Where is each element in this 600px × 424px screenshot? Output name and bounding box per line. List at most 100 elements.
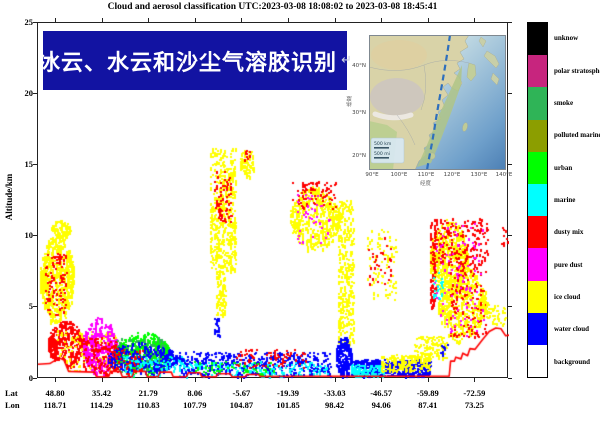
legend-swatch-dusty_mix [528, 216, 547, 249]
korea-peninsula [466, 62, 477, 82]
x-tick-mark [381, 378, 383, 382]
y-tick-label: 20 [24, 88, 34, 99]
japan-islands [478, 36, 500, 86]
map-y-axis-title: 纬度 [347, 96, 353, 107]
lon-value: 73.25 [464, 400, 484, 410]
himalaya-ridge [372, 111, 414, 121]
tibetan-plateau [370, 78, 424, 116]
china-map-inset: 500 km 500 mi [369, 35, 506, 170]
lon-value: 104.87 [229, 400, 254, 410]
legend-swatch-polluted_marine [528, 119, 547, 152]
y-tick-label: 15 [24, 159, 34, 170]
y-tick-mark [33, 93, 37, 95]
lat-value: -33.03 [323, 388, 346, 398]
y-tick-mark [33, 164, 37, 166]
x-tick-mark-top [55, 18, 56, 22]
map-x-tick: 120°E [443, 172, 461, 178]
map-x-tick: 100°E [390, 172, 408, 178]
y-tick-mark-right [508, 93, 512, 95]
lat-value: 21.79 [138, 388, 158, 398]
southeast-lowlands [417, 65, 462, 167]
legend-label-unknow: unknow [554, 34, 579, 43]
x-tick-mark-top [288, 18, 289, 22]
x-tick-mark-top [101, 18, 103, 22]
x-tick-mark [241, 378, 243, 382]
y-tick-label: 0 [28, 372, 33, 383]
country-borders [369, 60, 470, 146]
lat-value: -59.89 [416, 388, 439, 398]
satellite-track [425, 35, 452, 170]
northwest-desert [371, 40, 427, 70]
map-x-tick: 90°E [365, 172, 379, 178]
legend-label-polluted_marine: polluted marine [554, 131, 600, 140]
y-axis-title: Altitude/km [4, 173, 14, 221]
y-tick-mark-right [508, 377, 512, 379]
map-frame [369, 35, 506, 170]
map-x-tick: 130°E [470, 172, 488, 178]
lon-value: 101.85 [276, 400, 300, 410]
y-tick-label: 5 [28, 301, 33, 312]
lat-value: 35.42 [92, 388, 112, 398]
lon-value: 94.06 [371, 400, 391, 410]
return-mark-icon: ↵ [341, 53, 352, 68]
y-tick-label: 25 [24, 17, 34, 27]
svg-text:500 km: 500 km [374, 141, 392, 147]
x-tick-mark-top [474, 18, 476, 22]
lat-value: -72.59 [463, 388, 486, 398]
x-tick-mark [55, 378, 56, 382]
x-tick-mark-top [381, 18, 383, 22]
taiwan-island [462, 122, 468, 132]
svg-text:500 mi: 500 mi [374, 151, 390, 157]
x-tick-mark [288, 378, 289, 382]
y-tick-mark [33, 306, 37, 308]
y-tick-mark-right [508, 235, 512, 237]
lon-value: 118.71 [43, 400, 67, 410]
lon-value: 110.83 [136, 400, 160, 410]
page-title: Cloud and aerosol classification UTC:202… [107, 2, 438, 12]
legend-label-urban: urban [554, 163, 573, 172]
x-tick-mark [101, 378, 103, 382]
legend-label-water_cloud: water cloud [554, 325, 590, 334]
legend-swatch-pure_dust [528, 248, 547, 281]
lon-value: 98.42 [325, 400, 345, 410]
legend-swatch-ice_cloud [528, 280, 547, 313]
legend-label-ice_cloud: ice cloud [554, 293, 581, 302]
y-tick-label: 10 [24, 230, 34, 241]
legend-swatch-marine [528, 183, 547, 217]
x-tick-mark [427, 378, 429, 382]
x-tick-mark-top [194, 18, 196, 22]
lat-value: -5.67 [232, 388, 251, 398]
legend-swatch-unknow [528, 23, 547, 56]
map-y-tick: 30°N [352, 110, 366, 116]
x-tick-mark-top [427, 18, 429, 22]
map-x-tick: 140°E [495, 172, 513, 178]
lat-value: -46.57 [370, 388, 393, 398]
lat-value: 48.80 [45, 388, 65, 398]
headline-banner: 冰云、水云和沙尘气溶胶识别 ↵ [38, 31, 352, 90]
legend-swatch-water_cloud [528, 312, 547, 345]
lat-value: -19.39 [277, 388, 299, 398]
legend-label-smoke: smoke [554, 98, 574, 107]
legend-swatch-smoke [528, 87, 547, 120]
x-tick-mark [474, 378, 476, 382]
legend-label-polar_strat: polar stratospheric aeroso [554, 66, 600, 75]
map-x-tick: 110°E [417, 172, 435, 178]
legend-label-dusty_mix: dusty mix [554, 228, 584, 237]
y-tick-mark-right [508, 306, 512, 308]
y-tick-mark-right [508, 164, 512, 166]
y-tick-mark-right [508, 22, 512, 23]
legend-colorbar [527, 22, 548, 378]
y-tick-mark [33, 235, 37, 237]
lon-value: 87.41 [418, 400, 438, 410]
y-tick-mark [33, 22, 37, 23]
legend-label-background: background [554, 357, 591, 366]
legend-label-pure_dust: pure dust [554, 260, 583, 269]
lon-value: 107.79 [183, 400, 207, 410]
lat-value: 8.06 [187, 388, 203, 398]
x-tick-mark [194, 378, 196, 382]
legend-swatch-background [528, 344, 547, 378]
headline-text: 冰云、水云和沙尘气溶胶识别 [38, 50, 338, 76]
map-x-axis-title: 经度 [420, 181, 432, 187]
y-tick-mark [33, 377, 37, 379]
